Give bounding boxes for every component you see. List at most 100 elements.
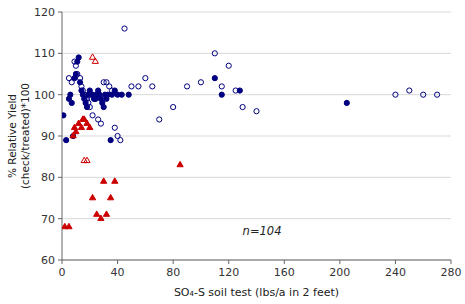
point bbox=[177, 161, 183, 166]
point bbox=[69, 100, 74, 105]
point bbox=[112, 125, 117, 130]
point bbox=[421, 92, 426, 97]
y-axis-label-line: (check/treated)*100 bbox=[19, 83, 31, 189]
point bbox=[407, 88, 412, 93]
chart: 0 40 80 120 160 200 240 280 60 70 80 90 100 110 120 SO₄… bbox=[0, 0, 465, 304]
point bbox=[93, 96, 98, 101]
x-tick-label: 280 bbox=[441, 266, 462, 279]
point bbox=[84, 157, 90, 162]
point bbox=[87, 124, 93, 129]
y-axis-label-line: % Relative Yield bbox=[6, 94, 18, 178]
x-tick-label: 120 bbox=[218, 266, 239, 279]
y-tick-label: 110 bbox=[34, 47, 55, 60]
point bbox=[69, 80, 74, 85]
y-tick-label: 120 bbox=[34, 6, 55, 19]
y-tick bbox=[58, 136, 62, 137]
x-tick-label: 240 bbox=[385, 266, 406, 279]
series bbox=[62, 55, 349, 143]
point bbox=[136, 84, 141, 89]
point bbox=[101, 104, 106, 109]
grid-line bbox=[62, 177, 451, 178]
x-tick bbox=[451, 260, 452, 264]
point bbox=[64, 138, 69, 143]
y-tick-label: 80 bbox=[41, 171, 55, 184]
grid-line bbox=[62, 260, 451, 261]
point bbox=[71, 133, 76, 138]
series bbox=[81, 54, 98, 163]
point bbox=[92, 58, 98, 63]
point bbox=[90, 113, 95, 118]
point bbox=[62, 113, 66, 118]
x-tick-label: 200 bbox=[329, 266, 350, 279]
point bbox=[98, 121, 103, 126]
point bbox=[171, 104, 176, 109]
point bbox=[198, 80, 203, 85]
point bbox=[103, 211, 109, 216]
point bbox=[393, 92, 398, 97]
point bbox=[435, 92, 440, 97]
point bbox=[143, 76, 148, 81]
point bbox=[157, 117, 162, 122]
x-tick bbox=[395, 260, 396, 264]
series bbox=[62, 116, 183, 229]
point bbox=[87, 104, 92, 109]
x-tick bbox=[62, 260, 63, 264]
y-tick bbox=[58, 53, 62, 54]
y-tick-label: 100 bbox=[34, 89, 55, 102]
y-tick bbox=[58, 218, 62, 219]
axes: 0 40 80 120 160 200 240 280 60 70 80 90 100 110 120 bbox=[34, 6, 462, 279]
point bbox=[240, 104, 245, 109]
point bbox=[108, 194, 114, 199]
points bbox=[62, 26, 440, 229]
x-tick-label: 80 bbox=[166, 266, 180, 279]
grid-line bbox=[62, 53, 451, 54]
y-tick bbox=[58, 94, 62, 95]
point bbox=[118, 138, 123, 143]
y-tick bbox=[58, 260, 62, 261]
point bbox=[73, 63, 78, 68]
y-tick-label: 60 bbox=[41, 254, 55, 267]
x-axis-label: SO₄-S soil test (lbs/a in 2 feet) bbox=[174, 286, 339, 299]
grid-line bbox=[62, 12, 451, 13]
point bbox=[119, 92, 124, 97]
y-axis-label: % Relative Yield(check/treated)*100 bbox=[6, 83, 31, 189]
point bbox=[233, 88, 238, 93]
point bbox=[184, 84, 189, 89]
point bbox=[101, 178, 107, 183]
x-tick bbox=[228, 260, 229, 264]
point bbox=[344, 100, 349, 105]
grid-line bbox=[62, 218, 451, 219]
y-tick-label: 90 bbox=[41, 130, 55, 143]
point bbox=[212, 51, 217, 56]
point bbox=[109, 88, 114, 93]
annotation: n=104 bbox=[243, 224, 282, 238]
grid bbox=[62, 12, 451, 260]
series bbox=[66, 26, 439, 143]
point bbox=[76, 55, 81, 60]
y-tick bbox=[58, 177, 62, 178]
point bbox=[112, 178, 118, 183]
point bbox=[66, 223, 72, 228]
x-axis-line bbox=[62, 260, 451, 261]
x-tick bbox=[284, 260, 285, 264]
point bbox=[219, 84, 224, 89]
point bbox=[150, 84, 155, 89]
x-tick-label: 0 bbox=[59, 266, 66, 279]
y-tick-label: 70 bbox=[41, 213, 55, 226]
point bbox=[219, 92, 224, 97]
x-tick bbox=[339, 260, 340, 264]
point bbox=[77, 76, 82, 81]
point bbox=[226, 63, 231, 68]
point bbox=[129, 84, 134, 89]
point bbox=[212, 76, 217, 81]
x-tick-label: 40 bbox=[111, 266, 125, 279]
x-tick bbox=[117, 260, 118, 264]
point bbox=[126, 92, 131, 97]
point bbox=[68, 92, 73, 97]
point bbox=[94, 211, 100, 216]
point bbox=[122, 26, 127, 31]
point bbox=[254, 109, 259, 114]
x-tick-label: 160 bbox=[274, 266, 295, 279]
point bbox=[108, 138, 113, 143]
y-tick bbox=[58, 12, 62, 13]
